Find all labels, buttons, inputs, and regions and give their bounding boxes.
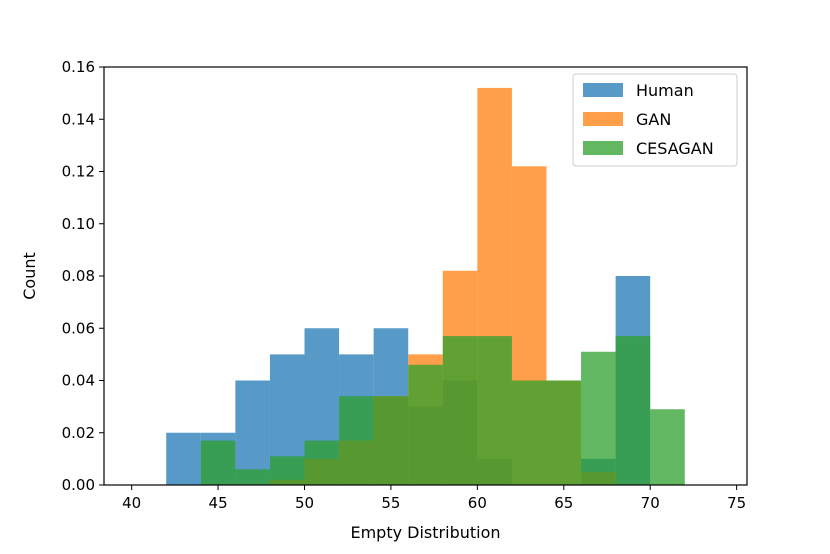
x-axis: 40 45 50 55 60 65 70 75 bbox=[122, 485, 746, 512]
x-axis-label: Empty Distribution bbox=[350, 523, 500, 542]
legend-label-cesagan: CESAGAN bbox=[636, 139, 714, 158]
series-cesagan bbox=[200, 336, 685, 485]
cesagan-bar bbox=[650, 409, 685, 485]
x-tick-label: 65 bbox=[554, 494, 573, 512]
y-axis: 0.00 0.02 0.04 0.06 0.08 0.10 0.12 0.14 0.16 bbox=[62, 58, 104, 494]
legend: Human GAN CESAGAN bbox=[572, 73, 738, 167]
y-axis-label: Count bbox=[20, 252, 39, 300]
x-tick-label: 55 bbox=[381, 494, 400, 512]
y-tick-label: 0.14 bbox=[62, 110, 95, 128]
cesagan-bar bbox=[304, 440, 340, 485]
y-tick-label: 0.04 bbox=[62, 372, 95, 390]
y-tick-label: 0.16 bbox=[62, 58, 95, 76]
y-tick-label: 0.10 bbox=[62, 215, 95, 233]
legend-swatch-cesagan bbox=[583, 141, 623, 155]
cesagan-bar bbox=[339, 396, 374, 485]
y-tick-label: 0.08 bbox=[62, 267, 95, 285]
legend-swatch-human bbox=[583, 83, 623, 97]
x-tick-label: 75 bbox=[727, 494, 746, 512]
x-tick-label: 40 bbox=[122, 494, 141, 512]
x-tick-label: 50 bbox=[295, 494, 314, 512]
cesagan-bar bbox=[511, 380, 547, 485]
y-tick-label: 0.02 bbox=[62, 424, 95, 442]
cesagan-bar bbox=[581, 351, 616, 485]
x-tick-label: 60 bbox=[468, 494, 487, 512]
x-tick-label: 45 bbox=[209, 494, 228, 512]
legend-label-human: Human bbox=[636, 81, 694, 100]
human-bar bbox=[166, 432, 201, 485]
bars-layer bbox=[166, 87, 685, 486]
cesagan-bar bbox=[477, 336, 512, 485]
y-tick-label: 0.06 bbox=[62, 319, 95, 337]
y-tick-label: 0.00 bbox=[62, 476, 95, 494]
legend-swatch-gan bbox=[583, 112, 623, 126]
cesagan-bar bbox=[235, 469, 270, 485]
cesagan-bar bbox=[200, 440, 236, 485]
human-bar bbox=[235, 380, 270, 485]
legend-label-gan: GAN bbox=[636, 110, 671, 129]
y-tick-label: 0.12 bbox=[62, 163, 95, 181]
cesagan-bar bbox=[546, 380, 582, 485]
cesagan-bar bbox=[269, 456, 305, 485]
cesagan-bar bbox=[615, 336, 651, 485]
cesagan-bar bbox=[373, 396, 409, 485]
cesagan-bar bbox=[408, 364, 443, 485]
cesagan-bar bbox=[442, 336, 478, 485]
x-tick-label: 70 bbox=[641, 494, 660, 512]
